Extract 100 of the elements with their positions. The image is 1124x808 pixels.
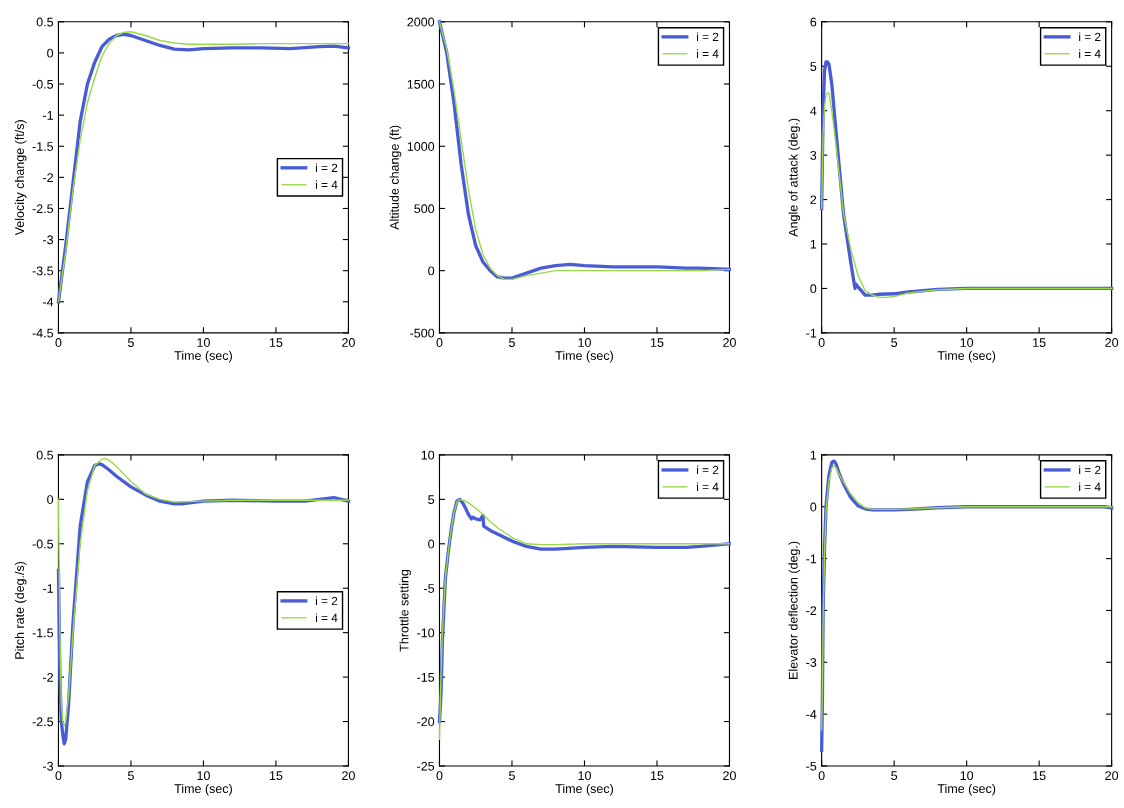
y-tick-label: -2 xyxy=(43,173,53,182)
y-tick-label: 500 xyxy=(414,204,435,214)
y-tick-label: -4 xyxy=(806,710,817,719)
y-tick-label: -3 xyxy=(43,761,54,771)
x-tick-label: 15 xyxy=(1033,771,1046,781)
y-tick-label: 0 xyxy=(810,284,817,294)
x-tick-label: 0 xyxy=(818,771,825,781)
legend-label: i = 2 xyxy=(315,163,338,172)
y-tick-label: 1000 xyxy=(407,142,435,151)
x-tick-label: 0 xyxy=(436,338,443,347)
legend-label: i = 2 xyxy=(697,465,719,475)
y-axis-title: Altitude change (ft) xyxy=(389,125,402,230)
x-tick-label: 20 xyxy=(723,771,736,781)
y-tick-label: -2.5 xyxy=(32,204,54,214)
y-tick-label: -10 xyxy=(417,628,435,638)
y-tick-label: 6 xyxy=(810,17,817,27)
x-axis-title: Time (sec) xyxy=(555,350,613,363)
legend-label: i = 4 xyxy=(315,613,338,622)
y-tick-label: -5 xyxy=(806,761,817,771)
y-axis-title: Elevator deflection (deg.) xyxy=(788,541,801,679)
x-tick-label: 15 xyxy=(650,338,664,347)
y-tick-label: -0.5 xyxy=(32,539,54,549)
y-tick-label: -2 xyxy=(806,606,817,615)
y-tick-label: 4 xyxy=(810,106,817,116)
y-tick-label: 2000 xyxy=(407,17,435,27)
y-tick-label: -500 xyxy=(410,328,435,338)
y-tick-label: 0 xyxy=(810,502,817,512)
y-tick-label: 1500 xyxy=(407,79,435,89)
x-tick-label: 20 xyxy=(1105,338,1119,347)
x-tick-label: 15 xyxy=(269,771,283,781)
y-tick-label: 10 xyxy=(421,450,435,460)
y-tick-label: 0.5 xyxy=(36,17,54,27)
x-tick-label: 10 xyxy=(960,338,974,347)
legend-label: i = 2 xyxy=(697,32,719,41)
x-tick-label: 0 xyxy=(436,771,443,781)
y-tick-label: -1 xyxy=(43,111,53,120)
y-tick-label: -2.5 xyxy=(32,717,54,727)
y-tick-label: -0.5 xyxy=(32,79,54,89)
y-tick-label: 0 xyxy=(428,539,435,549)
x-tick-label: 10 xyxy=(578,771,591,781)
x-tick-label: 10 xyxy=(197,771,210,781)
y-tick-label: -1 xyxy=(43,584,53,593)
legend-label: i = 2 xyxy=(1079,465,1101,475)
x-axis-title: Time (sec) xyxy=(937,350,996,363)
y-tick-label: -1 xyxy=(806,554,817,564)
y-axis-title: Velocity change (ft/s) xyxy=(14,120,27,236)
y-axis-title: Angle of attack (deg.) xyxy=(788,118,801,237)
y-tick-label: -20 xyxy=(417,717,435,727)
x-tick-label: 5 xyxy=(127,771,134,781)
legend-label: i = 2 xyxy=(1079,32,1101,41)
y-tick-label: 0 xyxy=(47,48,54,58)
x-tick-label: 0 xyxy=(55,771,62,781)
y-tick-label: 5 xyxy=(428,495,435,504)
x-tick-label: 15 xyxy=(650,771,664,781)
x-tick-label: 10 xyxy=(197,338,210,347)
x-tick-label: 0 xyxy=(55,338,62,347)
x-axis-title: Time (sec) xyxy=(937,783,996,796)
x-tick-label: 5 xyxy=(127,338,134,347)
x-tick-label: 10 xyxy=(578,338,591,347)
x-tick-label: 5 xyxy=(891,771,898,781)
x-axis-title: Time (sec) xyxy=(174,350,232,363)
legend-label: i = 4 xyxy=(697,49,719,58)
y-tick-label: 0 xyxy=(47,495,54,504)
x-tick-label: 5 xyxy=(509,338,515,347)
y-tick-label: -1.5 xyxy=(32,628,54,638)
x-axis-title: Time (sec) xyxy=(174,783,232,796)
y-tick-label: -2 xyxy=(43,672,53,682)
x-tick-label: 0 xyxy=(818,338,825,347)
y-tick-label: 1 xyxy=(810,239,817,249)
y-tick-label: 0 xyxy=(428,266,435,276)
x-tick-label: 20 xyxy=(723,338,736,347)
y-tick-label: 1 xyxy=(810,450,817,460)
y-tick-label: -3.5 xyxy=(32,266,54,276)
legend-label: i = 4 xyxy=(315,180,338,189)
x-axis-title: Time (sec) xyxy=(555,783,613,796)
y-tick-label: -25 xyxy=(417,761,435,771)
y-tick-label: -15 xyxy=(417,673,435,682)
y-tick-label: -4.5 xyxy=(32,328,54,338)
y-tick-label: -3 xyxy=(43,235,54,245)
y-tick-label: 5 xyxy=(810,62,817,71)
x-tick-label: 15 xyxy=(269,338,283,347)
y-tick-label: 0.5 xyxy=(36,450,54,460)
y-axis-title: Throttle setting xyxy=(399,569,411,652)
y-tick-label: 3 xyxy=(810,150,817,160)
x-tick-label: 20 xyxy=(1105,771,1119,781)
y-tick-label: 2 xyxy=(810,195,817,205)
x-tick-label: 10 xyxy=(960,771,974,781)
legend-label: i = 4 xyxy=(697,482,719,491)
legend-label: i = 4 xyxy=(1079,482,1101,491)
legend-label: i = 2 xyxy=(315,596,338,606)
y-tick-label: -1.5 xyxy=(32,142,54,151)
x-tick-label: 20 xyxy=(342,338,355,347)
x-tick-label: 5 xyxy=(509,771,515,781)
x-tick-label: 20 xyxy=(342,771,355,781)
y-tick-label: -5 xyxy=(424,584,435,593)
y-tick-label: -4 xyxy=(43,297,54,307)
y-tick-label: -3 xyxy=(806,658,817,667)
y-tick-label: -1 xyxy=(806,328,817,338)
legend-label: i = 4 xyxy=(1079,49,1101,58)
x-tick-label: 15 xyxy=(1033,338,1046,347)
